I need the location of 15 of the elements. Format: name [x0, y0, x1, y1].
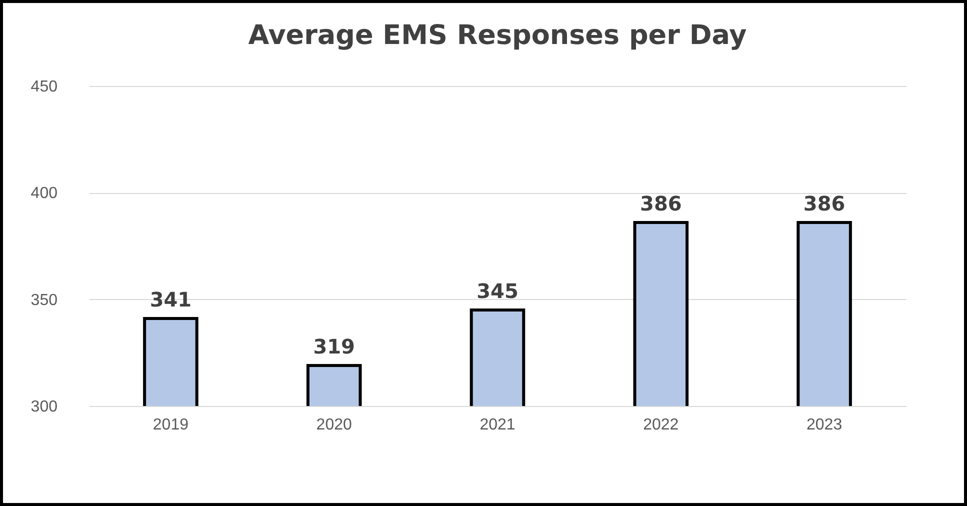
x-tick-label: 2022 [643, 416, 679, 434]
y-tick-label: 450 [30, 78, 58, 96]
y-tick-label: 350 [30, 292, 58, 309]
y-tick-label: 400 [30, 185, 58, 202]
x-tick-label: 2023 [806, 416, 842, 434]
data-label: 341 [150, 288, 192, 312]
data-label: 386 [640, 192, 682, 216]
x-tick-label: 2019 [152, 416, 189, 434]
chart-title: Average EMS Responses per Day [248, 20, 748, 51]
x-tick-label: 2021 [480, 416, 516, 434]
data-label: 386 [803, 192, 846, 216]
data-label: 319 [313, 334, 355, 358]
y-tick-label: 300 [30, 398, 58, 416]
data-label: 345 [476, 279, 518, 303]
x-tick-label: 2020 [316, 416, 352, 434]
